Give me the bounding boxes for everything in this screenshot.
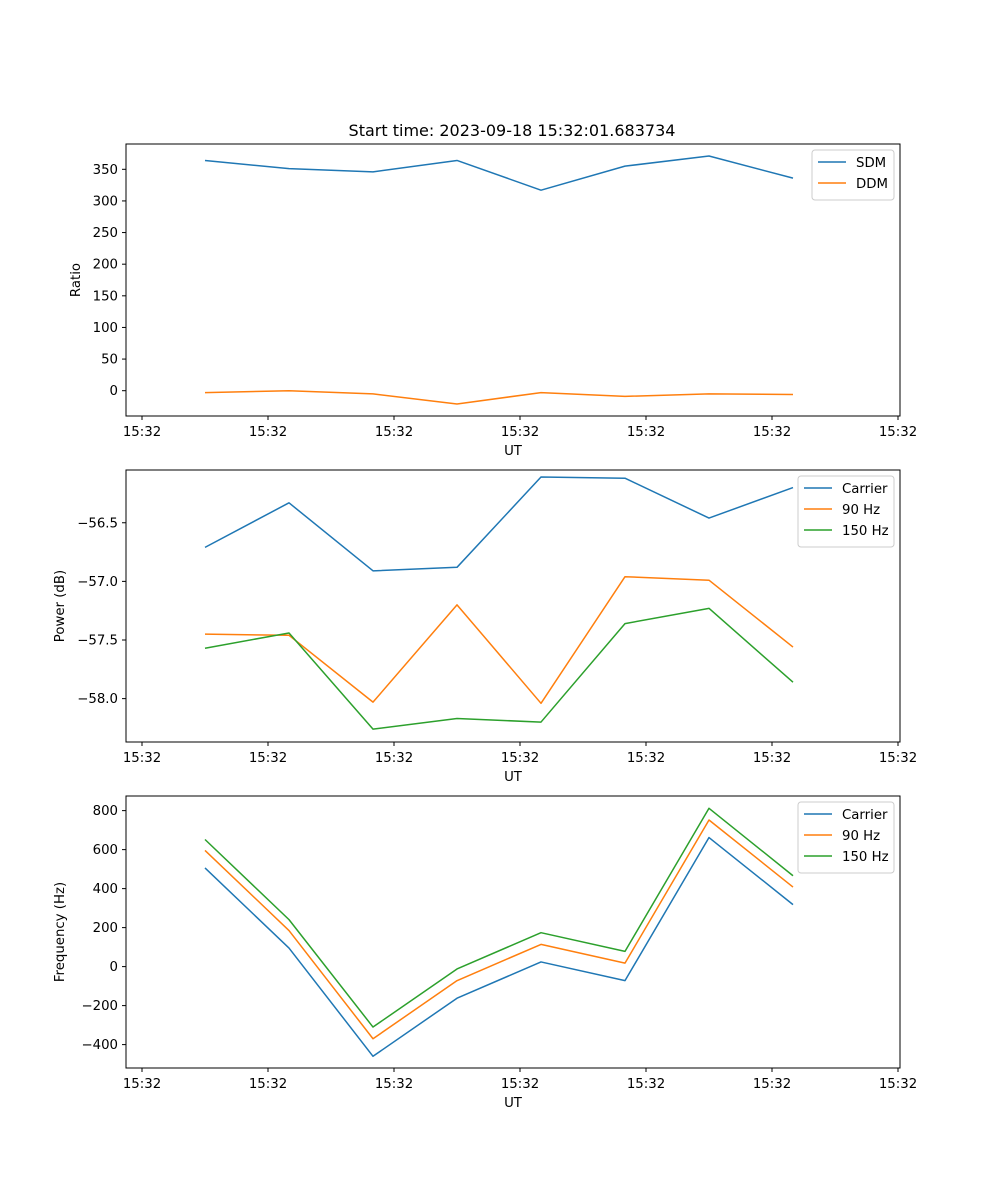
subplot-3: 15:3215:3215:3215:3215:3215:3215:3215:33… xyxy=(53,795,917,1111)
x-tick-label: 15:32 xyxy=(879,751,917,766)
x-tick-label: 15:32 xyxy=(501,1077,539,1092)
x-tick-label: 15:32 xyxy=(627,751,665,766)
y-tick-label: 150 xyxy=(93,289,118,304)
x-tick-label: 15:32 xyxy=(501,425,539,440)
x-tick-label: 15:32 xyxy=(879,425,917,440)
y-tick-label: −57.0 xyxy=(77,575,118,590)
series-line-carrier xyxy=(204,476,794,572)
x-tick-label: 15:32 xyxy=(501,751,539,766)
y-tick-label: 800 xyxy=(93,804,118,819)
x-tick-label: 15:32 xyxy=(375,1077,413,1092)
legend: Carrier 90 Hz 150 Hz xyxy=(797,475,895,548)
y-tick-label: 0 xyxy=(110,960,118,975)
legend-label: 90 Hz xyxy=(842,829,880,844)
x-tick-label: 15:32 xyxy=(879,1077,917,1092)
y-tick-label: −200 xyxy=(81,999,118,1014)
axes-frame xyxy=(125,795,901,1069)
y-tick-label: 200 xyxy=(93,258,118,273)
x-tick-label: 15:32 xyxy=(249,1077,287,1092)
legend: SDM DDM xyxy=(811,149,895,201)
subplot-2: 15:3215:3215:3215:3215:3215:3215:3215:33… xyxy=(53,469,917,785)
x-tick-label: 15:32 xyxy=(753,425,791,440)
series-line-90-hz xyxy=(204,819,794,1040)
x-tick-label: 15:32 xyxy=(375,751,413,766)
x-tick-label: 15:32 xyxy=(753,1077,791,1092)
x-tick-label: 15:32 xyxy=(627,425,665,440)
x-axis-label: UT xyxy=(504,1096,523,1111)
legend-label: Carrier xyxy=(842,482,888,497)
plots: 15:3215:3215:3215:3215:3215:3215:3215:33… xyxy=(53,143,917,1111)
legend-label: 150 Hz xyxy=(842,524,889,539)
series-line-sdm xyxy=(204,155,794,191)
x-tick-label: 15:32 xyxy=(375,425,413,440)
y-tick-label: 250 xyxy=(93,226,118,241)
y-axis-label: Ratio xyxy=(69,263,84,297)
axes-frame xyxy=(125,469,901,743)
x-tick-label: 15:32 xyxy=(249,425,287,440)
series-line-carrier xyxy=(204,836,794,1058)
x-axis-label: UT xyxy=(504,770,523,785)
y-tick-label: 50 xyxy=(101,353,118,368)
x-tick-label: 15:32 xyxy=(627,1077,665,1092)
x-tick-label: 15:32 xyxy=(123,1077,161,1092)
legend-label: SDM xyxy=(856,156,886,171)
x-tick-label: 15:32 xyxy=(123,425,161,440)
series-line-150-hz xyxy=(204,607,794,730)
y-tick-label: 350 xyxy=(93,163,118,178)
series-line-90-hz xyxy=(204,575,794,705)
legend-label: DDM xyxy=(856,177,888,192)
y-tick-label: −56.5 xyxy=(77,516,118,531)
y-tick-label: 300 xyxy=(93,194,118,209)
axes-frame xyxy=(125,143,901,417)
subplot-1: 15:3215:3215:3215:3215:3215:3215:3215:33… xyxy=(69,143,917,459)
y-tick-label: −57.5 xyxy=(77,634,118,649)
legend: Carrier 90 Hz 150 Hz xyxy=(797,801,895,874)
y-axis-label: Frequency (Hz) xyxy=(53,882,68,982)
x-tick-label: 15:32 xyxy=(753,751,791,766)
y-tick-label: 0 xyxy=(110,384,118,399)
legend-label: 90 Hz xyxy=(842,503,880,518)
legend-label: Carrier xyxy=(842,808,888,823)
y-tick-label: 200 xyxy=(93,921,118,936)
y-tick-label: 400 xyxy=(93,882,118,897)
series-line-150-hz xyxy=(204,807,794,1028)
x-axis-label: UT xyxy=(504,444,523,459)
x-tick-label: 15:32 xyxy=(123,751,161,766)
y-axis-label: Power (dB) xyxy=(53,570,68,642)
series-line-ddm xyxy=(204,389,794,405)
figure-title: Start time: 2023-09-18 15:32:01.683734 xyxy=(349,121,676,140)
y-tick-label: −400 xyxy=(81,1038,118,1053)
y-tick-label: 600 xyxy=(93,843,118,858)
legend-label: 150 Hz xyxy=(842,850,889,865)
y-tick-label: −58.0 xyxy=(77,692,118,707)
x-tick-label: 15:32 xyxy=(249,751,287,766)
y-tick-label: 100 xyxy=(93,321,118,336)
